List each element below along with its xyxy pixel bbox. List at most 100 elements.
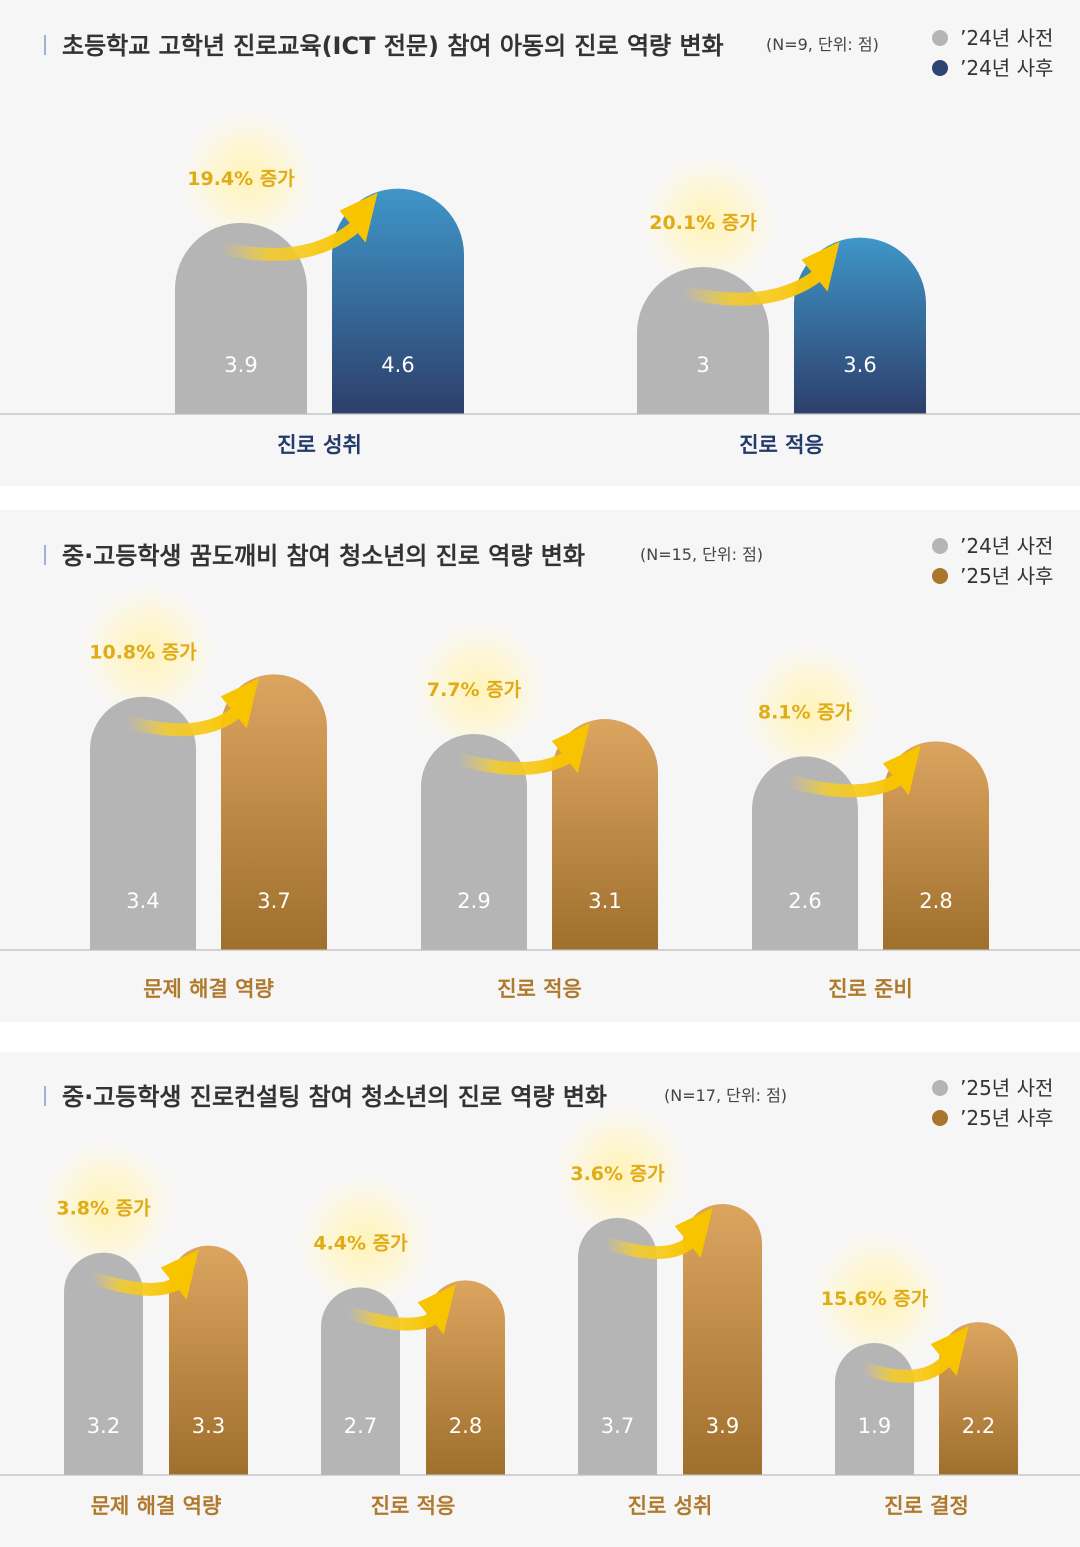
bar-pre [578,1217,657,1475]
bar-value-label: 3.4 [126,889,159,913]
increase-glow [177,107,318,248]
increase-label: 3.6% 증가 [570,1163,665,1185]
increase-glow [37,1137,178,1278]
legend-label: ’24년 사전 [960,534,1053,558]
increase-arrow-head [417,1284,456,1335]
legend-marker [932,1110,948,1126]
bar-pre [835,1342,914,1475]
bar-value-label: 2.8 [919,889,952,913]
category-label: 진로 결정 [884,1494,969,1518]
increase-label: 8.1% 증가 [758,701,853,723]
increase-arrow [214,220,363,261]
legend-label: ’24년 사전 [960,26,1053,50]
bar-pre [421,733,527,950]
increase-arrow-head [339,192,378,243]
increase-glow [78,581,219,722]
bar-post [683,1203,762,1475]
bar-value-label: 2.9 [457,889,490,913]
bar-value-label: 3.7 [601,1414,634,1438]
chart-note: (N=9, 단위: 점) [766,35,879,54]
increase-label: 19.4% 증가 [187,168,295,190]
increase-arrow [599,1235,698,1260]
bar-value-label: 3.7 [257,889,290,913]
legend-marker [932,538,948,554]
increase-arrow [342,1305,441,1331]
legend-label: ’24년 사후 [960,56,1053,80]
bar-value-label: 2.6 [788,889,821,913]
bar-value-label: 2.8 [449,1414,482,1438]
legend-label: ’25년 사후 [960,1106,1053,1130]
increase-arrow [451,750,575,775]
chart-2: 중·고등학생 꿈도깨비 참여 청소년의 진로 역량 변화 (N=15, 단위: 점… [0,534,1080,1001]
bar-value-label: 2.2 [962,1414,995,1438]
bar-post [169,1245,248,1475]
bar-value-label: 3.6 [843,353,876,377]
bar-value-label: 3.9 [706,1414,739,1438]
chart-title: 초등학교 고학년 진로교육(ICT 전문) 참여 아동의 진로 역량 변화 [62,32,724,60]
increase-arrow [85,1271,184,1296]
increase-glow [294,1172,435,1313]
category-label: 진로 적응 [739,433,824,457]
title-marker [44,1086,46,1106]
increase-label: 4.4% 증가 [313,1232,408,1254]
chart-3: 중·고등학생 진로컨설팅 참여 청소년의 진로 역량 변화 (N=17, 단위: … [0,1076,1080,1518]
increase-glow [409,618,550,759]
bar-post [426,1280,505,1475]
bar-value-label: 3 [696,353,709,377]
increase-arrow [782,772,906,798]
increase-arrow-head [160,1249,199,1300]
category-label: 진로 적응 [497,977,582,1001]
increase-label: 3.8% 증가 [56,1198,151,1220]
increase-arrow-head [930,1326,969,1377]
bar-value-label: 3.9 [224,353,257,377]
bar-value-label: 3.3 [192,1414,225,1438]
increase-glow [551,1102,692,1243]
bar-post [221,674,327,950]
bar-value-label: 1.9 [858,1414,891,1438]
increase-arrow [120,705,244,737]
bar-pre [90,696,196,950]
chart-note: (N=17, 단위: 점) [664,1086,787,1105]
increase-arrow-head [674,1207,713,1258]
bar-pre [175,222,307,414]
chart-panel-2: 중·고등학생 꿈도깨비 참여 청소년의 진로 역량 변화 (N=15, 단위: 점… [0,510,1080,1022]
chart-panel-3: 중·고등학생 진로컨설팅 참여 청소년의 진로 역량 변화 (N=17, 단위: … [0,1052,1080,1547]
bar-pre [637,267,769,414]
bar-post [883,741,989,950]
increase-glow [639,152,780,292]
category-label: 진로 성취 [277,433,362,457]
bar-value-label: 3.2 [87,1414,120,1438]
bar-value-label: 2.7 [344,1414,377,1438]
chart-1: 초등학교 고학년 진로교육(ICT 전문) 참여 아동의 진로 역량 변화 (N=… [0,26,1080,457]
legend-marker [932,60,948,76]
increase-label: 20.1% 증가 [649,212,757,234]
legend-marker [932,568,948,584]
increase-arrow-head [551,723,590,774]
title-marker [44,35,46,55]
chart-title: 중·고등학생 꿈도깨비 참여 청소년의 진로 역량 변화 [62,542,585,570]
increase-label: 15.6% 증가 [821,1288,929,1310]
bar-pre [321,1287,400,1475]
increase-label: 7.7% 증가 [427,679,522,701]
category-label: 진로 성취 [628,1494,713,1518]
bar-pre [64,1252,143,1475]
legend-label: ’25년 사전 [960,1076,1053,1100]
bar-post [552,719,658,950]
increase-arrow [676,269,825,306]
chart-title: 중·고등학생 진로컨설팅 참여 청소년의 진로 역량 변화 [62,1083,607,1111]
category-label: 진로 준비 [828,977,913,1001]
legend-label: ’25년 사후 [960,564,1053,588]
category-label: 문제 해결 역량 [143,977,274,1001]
bar-value-label: 4.6 [381,353,414,377]
increase-arrow [856,1353,954,1383]
category-label: 문제 해결 역량 [91,1494,222,1518]
increase-glow [740,641,881,782]
bar-pre [752,756,858,950]
legend-marker [932,30,948,46]
category-label: 진로 적응 [371,1494,456,1518]
title-marker [44,545,46,565]
chart-note: (N=15, 단위: 점) [640,545,763,564]
increase-arrow-head [801,241,840,292]
bar-post [332,188,464,414]
bar-value-label: 3.1 [588,889,621,913]
